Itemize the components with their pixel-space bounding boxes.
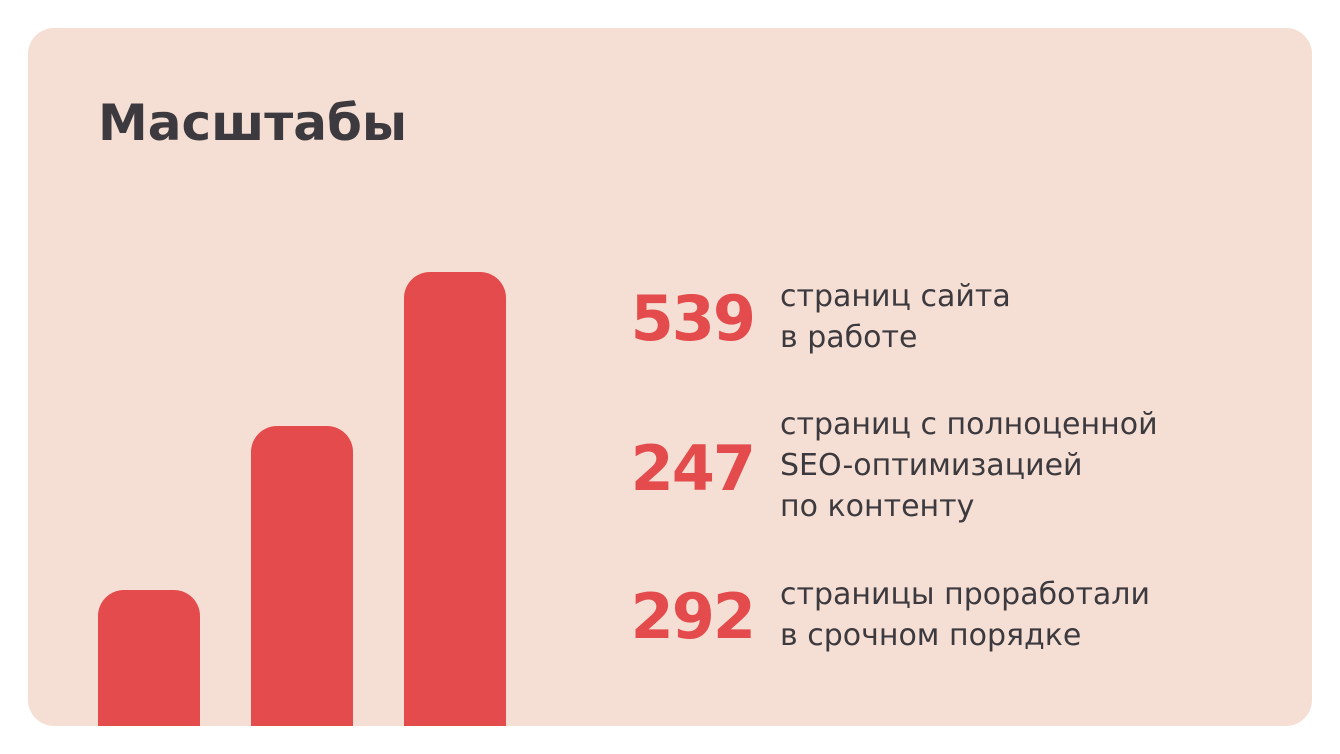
bar-large xyxy=(404,272,506,726)
stat-line: страниц сайта xyxy=(780,279,1011,314)
page-title: Масштабы xyxy=(98,94,408,152)
stat-line: страниц с полноценной xyxy=(780,407,1158,442)
stat-line: SEO-оптимизацией xyxy=(780,448,1083,483)
stat-value: 247 xyxy=(630,432,756,505)
stat-description: страницы проработали в срочном порядке xyxy=(780,574,1310,656)
stat-line: в срочном порядке xyxy=(780,618,1082,653)
stat-description: страниц с полноценной SEO-оптимизацией п… xyxy=(780,404,1310,527)
stat-line: в работе xyxy=(780,320,918,355)
scale-card: Масштабы 539 страниц сайта в работе 247 … xyxy=(28,28,1312,726)
stat-line: страницы проработали xyxy=(780,577,1150,612)
bar-medium xyxy=(251,426,353,726)
stat-description: страниц сайта в работе xyxy=(780,276,1310,358)
stat-value: 292 xyxy=(630,580,756,653)
stat-line: по контенту xyxy=(780,489,975,524)
bar-small xyxy=(98,590,200,726)
stat-value: 539 xyxy=(630,282,756,355)
